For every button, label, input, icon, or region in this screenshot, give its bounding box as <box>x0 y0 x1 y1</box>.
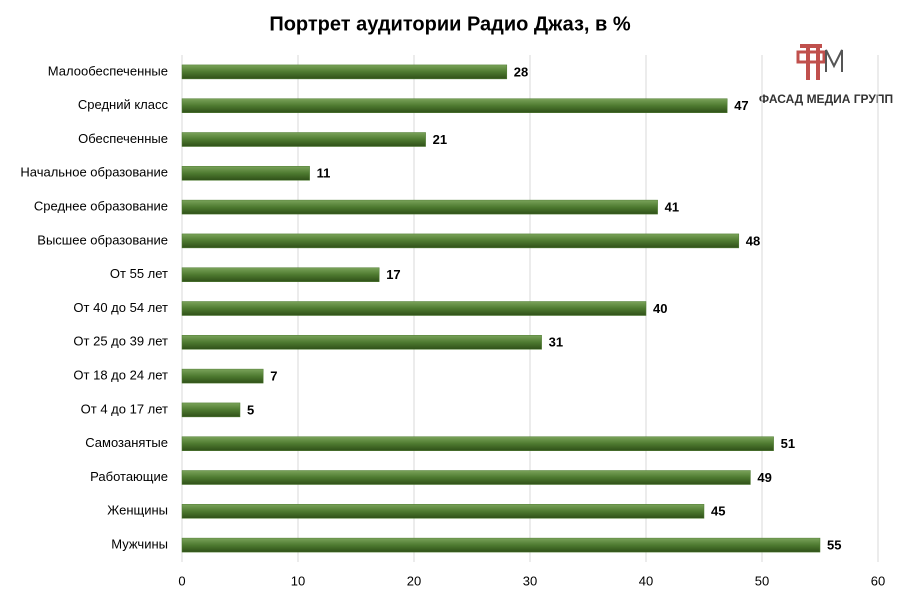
bar <box>181 368 264 384</box>
y-tick-label: Самозанятые <box>85 435 168 450</box>
data-label: 21 <box>433 132 447 147</box>
y-tick-label: Женщины <box>107 503 168 518</box>
data-label: 48 <box>746 233 760 248</box>
bar <box>181 402 241 418</box>
data-label: 7 <box>270 369 277 384</box>
y-tick-label: От 18 до 24 лет <box>73 368 168 383</box>
data-label: 47 <box>734 98 748 113</box>
y-tick-label: Средний класс <box>78 97 169 112</box>
data-label: 41 <box>665 200 679 215</box>
logo-shape <box>800 44 822 48</box>
data-label: 45 <box>711 504 725 519</box>
bar <box>181 537 821 553</box>
data-label: 17 <box>386 267 400 282</box>
y-tick-label: От 25 до 39 лет <box>73 334 168 349</box>
data-label: 49 <box>757 470 771 485</box>
y-tick-label: От 40 до 54 лет <box>73 300 168 315</box>
data-label: 55 <box>827 538 841 553</box>
y-tick-label: От 4 до 17 лет <box>81 401 168 416</box>
bar <box>181 301 647 316</box>
y-tick-label: Начальное образование <box>20 165 168 180</box>
y-tick-label: От 55 лет <box>110 266 168 281</box>
bar <box>181 436 774 451</box>
data-label: 40 <box>653 301 667 316</box>
x-tick-label: 50 <box>755 573 769 588</box>
bar <box>181 233 740 249</box>
logo-shape <box>825 49 843 72</box>
chart-title: Портрет аудитории Радио Джаз, в % <box>269 13 631 35</box>
x-tick-label: 10 <box>291 573 305 588</box>
bar <box>181 98 728 113</box>
x-tick-label: 20 <box>407 573 421 588</box>
bar <box>181 132 426 147</box>
x-tick-label: 30 <box>523 573 537 588</box>
data-label: 28 <box>514 64 528 79</box>
data-label: 31 <box>549 335 563 350</box>
bar <box>181 335 542 350</box>
data-label: 5 <box>247 402 254 417</box>
bar <box>181 166 310 181</box>
bar <box>181 470 751 485</box>
y-tick-label: Мужчины <box>111 537 168 552</box>
bar <box>181 199 658 215</box>
data-label: 51 <box>781 436 795 451</box>
y-tick-label: Обеспеченные <box>78 131 168 146</box>
logo-shape <box>796 50 826 64</box>
x-tick-label: 0 <box>178 573 185 588</box>
y-tick-label: Среднее образование <box>34 199 168 214</box>
y-tick-label: Высшее образование <box>37 232 168 247</box>
logo-text: ФАСАД МЕДИА ГРУПП <box>759 92 893 106</box>
y-tick-label: Малообеспеченные <box>48 63 168 78</box>
x-tick-label: 60 <box>871 573 885 588</box>
data-label: 11 <box>317 166 331 181</box>
x-tick-label: 40 <box>639 573 653 588</box>
bar <box>181 504 705 519</box>
y-tick-label: Работающие <box>90 469 168 484</box>
logo: ФАСАД МЕДИА ГРУПП <box>759 44 893 106</box>
bar <box>181 267 380 282</box>
bar <box>181 64 508 80</box>
